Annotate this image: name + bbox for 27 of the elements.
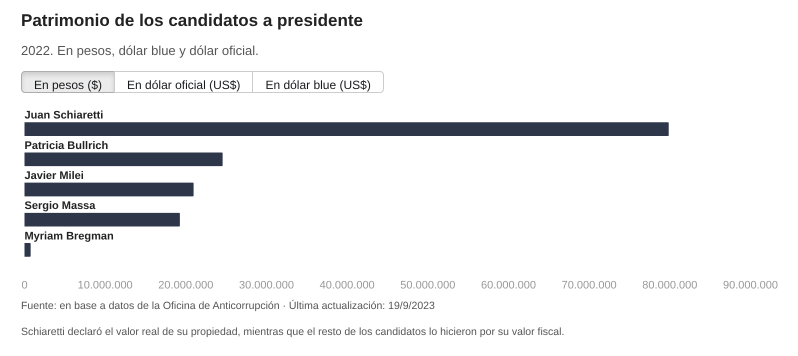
x-tick-label: 90.000.000 [722, 280, 778, 292]
y-tick-label: Myriam Bregman [24, 230, 114, 242]
bar [24, 243, 31, 257]
x-tick-label: 60.000.000 [480, 280, 536, 292]
x-tick-label: 30.000.000 [238, 280, 294, 292]
text: Schiaretti declaró el valor real de su propiedad, mientras que el resto de los candidatos lo hicieron por su valor fiscal. [21, 325, 564, 340]
x-tick-label: 70.000.000 [562, 280, 617, 292]
x-tick-label: 0 [21, 280, 28, 292]
y-tick-label: Sergio Massa [24, 200, 96, 212]
text: En dólar blue (US$) [252, 71, 384, 93]
source-note: Fuente: en base a datos de la Oficina de Anticorrupción · Última actualización: 19/9/2023 [21, 299, 435, 314]
bar [24, 182, 194, 196]
y-tick-label: Patricia Bullrich [24, 140, 109, 152]
x-tick-label: 80.000.000 [642, 280, 698, 292]
bar [24, 122, 669, 136]
bar [24, 212, 180, 227]
x-tick-label: 50.000.000 [400, 280, 456, 292]
x-tick-label: 10.000.000 [78, 280, 133, 292]
text: En pesos ($) [21, 71, 116, 93]
x-tick-label: 20.000.000 [158, 280, 214, 292]
bar [24, 152, 223, 166]
y-tick-label: Javier Milei [24, 170, 84, 182]
x-tick-label: 40.000.000 [320, 280, 375, 292]
text: En dólar oficial (US$) [114, 71, 254, 93]
y-tick-label: Juan Schiaretti [24, 110, 104, 122]
chart-title: Patrimonio de los candidatos a presidente [21, 10, 363, 32]
chart-subtitle: 2022. En pesos, dólar blue y dólar oficial. [21, 42, 259, 60]
